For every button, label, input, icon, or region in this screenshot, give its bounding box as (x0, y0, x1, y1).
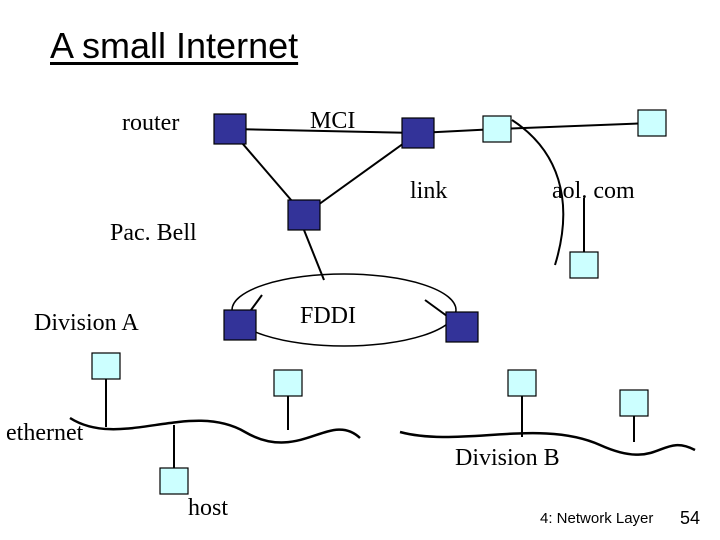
slide-title: A small Internet (50, 25, 298, 67)
diagram-canvas (0, 0, 720, 540)
router-node (214, 114, 246, 144)
label-ethernet: ethernet (6, 420, 83, 447)
host-node (620, 390, 648, 416)
label-host: host (188, 495, 228, 522)
label-pacbell: Pac. Bell (110, 220, 197, 247)
host-node (483, 116, 511, 142)
router-node (402, 118, 434, 148)
label-divisionB: Division B (455, 445, 560, 472)
router-node (224, 310, 256, 340)
label-fddi: FDDI (300, 303, 356, 330)
host-node (274, 370, 302, 396)
edge-line (304, 230, 324, 280)
path-line (70, 418, 360, 443)
label-router: router (122, 110, 179, 137)
label-link: link (410, 178, 447, 205)
edge-line (304, 133, 418, 215)
label-mci: MCI (310, 108, 355, 135)
label-aol: aol. com (552, 178, 635, 205)
host-node (92, 353, 120, 379)
footer-section: 4: Network Layer (540, 510, 653, 527)
router-node (446, 312, 478, 342)
footer-pagenum: 54 (680, 508, 700, 529)
host-node (508, 370, 536, 396)
host-node (570, 252, 598, 278)
host-node (638, 110, 666, 136)
label-divisionA: Division A (34, 310, 139, 337)
host-node (160, 468, 188, 494)
router-node (288, 200, 320, 230)
